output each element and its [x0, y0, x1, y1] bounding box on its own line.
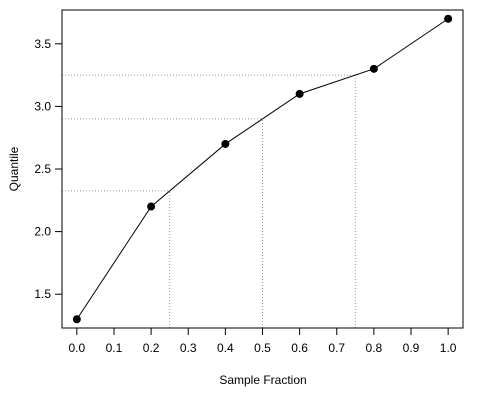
- x-tick-label: 0.2: [143, 341, 160, 355]
- data-point: [369, 64, 378, 73]
- x-tick-label: 0.6: [291, 341, 308, 355]
- data-point: [444, 14, 453, 23]
- y-axis: 1.5 2.0 2.5 3.0 3.5: [34, 37, 63, 301]
- data-point: [72, 315, 81, 324]
- x-axis-title: Sample Fraction: [219, 373, 306, 387]
- x-tick-label: 0.4: [217, 341, 234, 355]
- y-tick-label: 2.5: [34, 162, 51, 176]
- x-tick-label: 0.3: [180, 341, 197, 355]
- reference-lines: [62, 74, 356, 328]
- y-tick-label: 2.0: [34, 225, 51, 239]
- y-tick-label: 1.5: [34, 287, 51, 301]
- x-tick-label: 0.5: [254, 341, 271, 355]
- data-point: [295, 89, 304, 98]
- x-tick-label: 0.1: [106, 341, 123, 355]
- series-line: [76, 18, 449, 320]
- x-tick-label: 1.0: [440, 341, 457, 355]
- x-tick-label: 0.9: [403, 341, 420, 355]
- series-points: [72, 14, 453, 324]
- y-axis-title: Quantile: [7, 146, 21, 191]
- y-tick-label: 3.5: [34, 37, 51, 51]
- x-tick-label: 0.0: [69, 341, 86, 355]
- x-tick-label: 0.7: [328, 341, 345, 355]
- x-axis: 0.0 0.1 0.2 0.3 0.4 0.5 0.6 0.7 0.8 0.9 1.0: [69, 327, 457, 355]
- series-polyline: [76, 18, 449, 320]
- y-tick-label: 3.0: [34, 99, 51, 113]
- data-point: [221, 139, 230, 148]
- x-tick-label: 0.8: [366, 341, 383, 355]
- data-point: [147, 202, 156, 211]
